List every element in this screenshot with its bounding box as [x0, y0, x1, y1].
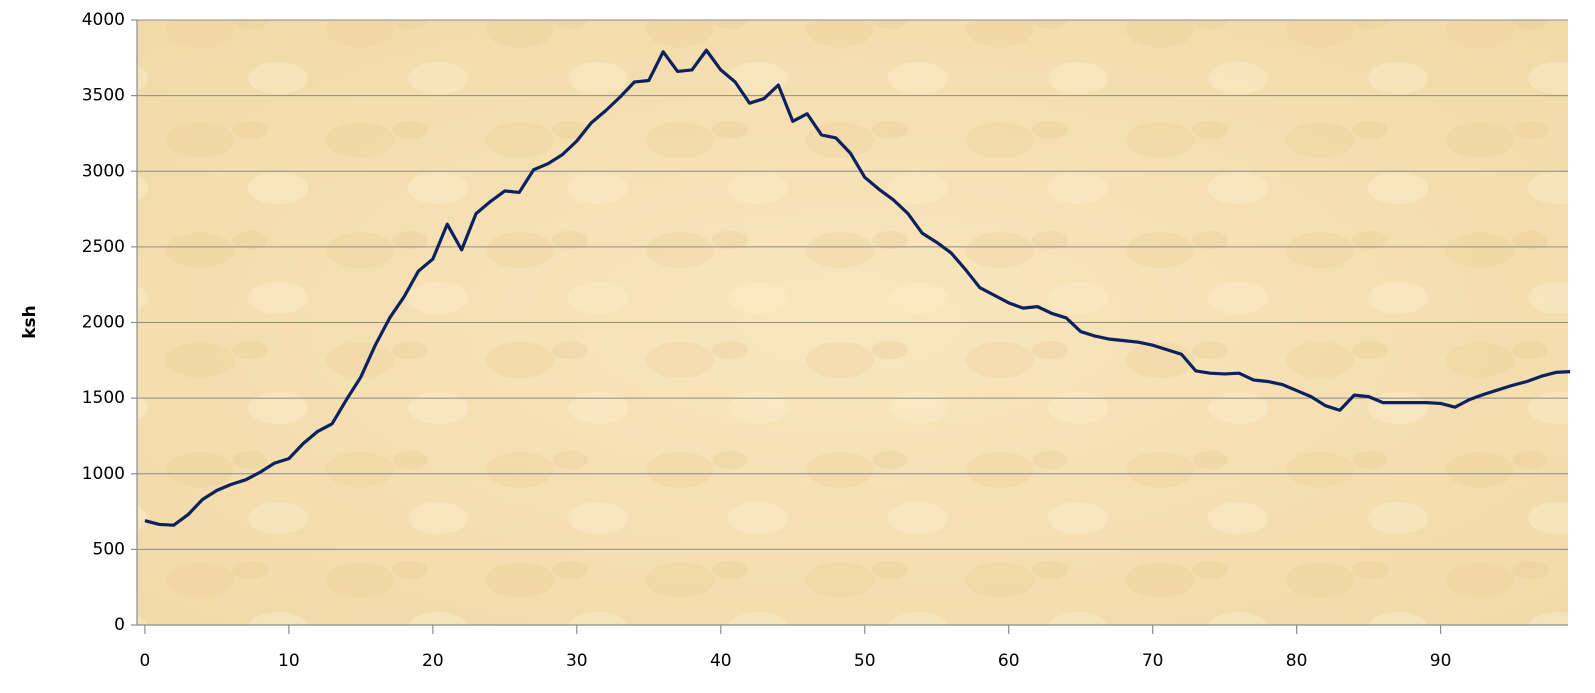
- y-tick-label: 3500: [82, 86, 125, 106]
- y-axis-label: ksh: [20, 305, 40, 339]
- x-tick-label: 10: [278, 651, 300, 671]
- x-tick-label: 40: [710, 651, 732, 671]
- x-tick-label: 50: [854, 651, 876, 671]
- y-tick-label: 1000: [82, 464, 125, 484]
- x-tick-label: 60: [998, 651, 1020, 671]
- y-tick-label: 2000: [82, 313, 125, 333]
- y-tick-label: 2500: [82, 237, 125, 257]
- x-tick-label: 70: [1142, 651, 1164, 671]
- x-tick-label: 20: [422, 651, 444, 671]
- y-tick-label: 0: [114, 615, 125, 635]
- x-tick-label: 80: [1286, 651, 1308, 671]
- y-tick-label: 4000: [82, 10, 125, 30]
- y-tick-label: 500: [93, 539, 125, 559]
- y-tick-label: 3000: [82, 161, 125, 181]
- data-line: [144, 48, 1571, 527]
- x-tick-label: 90: [1430, 651, 1452, 671]
- y-tick-label: 1500: [82, 388, 125, 408]
- x-tick-label: 0: [140, 651, 151, 671]
- x-tick-label: 30: [566, 651, 588, 671]
